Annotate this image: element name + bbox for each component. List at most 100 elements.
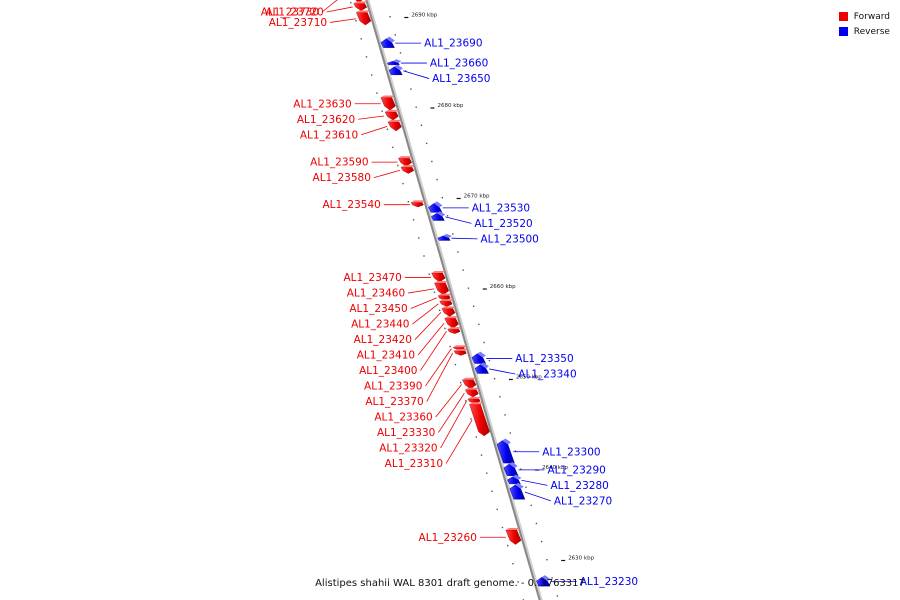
gene-shape[interactable] xyxy=(462,379,477,390)
gene-shape[interactable] xyxy=(441,308,456,317)
gene-shape[interactable] xyxy=(439,300,453,307)
gene-al1-23580[interactable] xyxy=(400,165,415,174)
gene-label[interactable]: AL1_23520 xyxy=(474,218,532,230)
gene-shape[interactable] xyxy=(353,3,368,11)
gene-label[interactable]: AL1_23320 xyxy=(379,443,437,455)
gene-al1-23260[interactable] xyxy=(505,528,522,545)
gene-label[interactable]: AL1_23460 xyxy=(347,288,405,300)
gene-al1-23630[interactable] xyxy=(380,95,396,111)
gene-al1-23320[interactable] xyxy=(467,396,482,404)
gene-label[interactable]: AL1_23610 xyxy=(300,129,358,141)
gene-al1-23520[interactable] xyxy=(431,211,446,221)
gene-al1-23340[interactable] xyxy=(474,362,489,374)
gene-shape[interactable] xyxy=(347,0,365,3)
gene-al1-23330[interactable] xyxy=(464,387,480,398)
gene-label[interactable]: AL1_23230 xyxy=(580,576,638,588)
gene-label[interactable]: AL1_23500 xyxy=(481,233,539,245)
gene-label[interactable]: AL1_23310 xyxy=(385,458,443,470)
gene-label[interactable]: AL1_23300 xyxy=(542,446,600,458)
tick-label: 2680 kbp xyxy=(437,103,463,109)
gene-al1-23280[interactable] xyxy=(507,474,522,485)
gene-shape[interactable] xyxy=(384,111,399,121)
gene-al1-23310[interactable] xyxy=(469,402,490,437)
gene-al1-23470[interactable] xyxy=(431,271,446,283)
gene-label[interactable]: AL1_23370 xyxy=(365,396,423,408)
gene-al1-23350[interactable] xyxy=(471,351,487,364)
gene-al1-23530[interactable] xyxy=(428,201,443,213)
gene-label[interactable]: AL1_23650 xyxy=(432,73,490,85)
gene-label[interactable]: AL1_23360 xyxy=(374,412,432,424)
gene-label[interactable]: AL1_23340 xyxy=(518,369,576,381)
gene-shape[interactable] xyxy=(410,202,424,208)
gene-label[interactable]: AL1_23450 xyxy=(349,303,407,315)
gene-label[interactable]: AL1_23710 xyxy=(269,17,327,29)
gene-shape[interactable] xyxy=(464,389,479,398)
gene-al1-23720[interactable] xyxy=(353,1,368,11)
gene-label[interactable]: AL1_23530 xyxy=(472,202,530,214)
gene-shape[interactable] xyxy=(400,166,415,174)
gene-al1-23300[interactable] xyxy=(496,438,515,464)
gene-al1-23410[interactable] xyxy=(444,316,459,329)
gene-al1-23230[interactable] xyxy=(536,575,551,587)
gene-shape[interactable] xyxy=(474,364,489,374)
gene-label[interactable]: AL1_23270 xyxy=(554,495,612,507)
gene-label[interactable]: AL1_23590 xyxy=(310,157,368,169)
gene-label[interactable]: AL1_23440 xyxy=(351,319,409,331)
gene-al1-23500[interactable] xyxy=(437,233,452,241)
gene-al1-23590[interactable] xyxy=(398,156,413,167)
gene-al1-23440[interactable] xyxy=(439,299,454,307)
gene-shape[interactable] xyxy=(387,121,402,132)
gene-al1-23710[interactable] xyxy=(355,10,372,26)
gene-shape[interactable] xyxy=(398,157,412,167)
gene-al1-23540[interactable] xyxy=(410,200,426,208)
gene-label[interactable]: AL1_23330 xyxy=(377,427,435,439)
gene-al1-23270[interactable] xyxy=(509,482,526,500)
gene-label[interactable]: AL1_23690 xyxy=(424,38,482,50)
gene-label[interactable]: AL1_23630 xyxy=(293,98,351,110)
gene-label[interactable]: AL1_23580 xyxy=(313,172,371,184)
gene-al1-23290[interactable] xyxy=(503,461,519,476)
gene-label[interactable]: AL1_23420 xyxy=(354,334,412,346)
gene-al1-23400[interactable] xyxy=(447,327,462,334)
gene-al1-23460[interactable] xyxy=(434,280,450,295)
gene-shape[interactable] xyxy=(496,440,515,464)
gene-label[interactable]: AL1_23410 xyxy=(357,350,415,362)
gene-shape[interactable] xyxy=(447,328,461,334)
gene-al1-23390[interactable] xyxy=(452,345,468,351)
gene-al1-23360[interactable] xyxy=(462,377,477,390)
gene-label[interactable]: AL1_23260 xyxy=(419,532,477,544)
gene-al1-23610[interactable] xyxy=(387,119,402,132)
gene-al1-23420[interactable] xyxy=(441,306,456,317)
gene-al1-23660[interactable] xyxy=(387,59,402,66)
gene-label[interactable]: AL1_23660 xyxy=(430,58,488,70)
gene-label[interactable]: AL1_23290 xyxy=(547,464,605,476)
gene-al1-23730[interactable] xyxy=(347,0,365,3)
gene-label[interactable]: AL1_23620 xyxy=(297,114,355,126)
gene-shape[interactable] xyxy=(471,353,487,364)
gene-al1-23690[interactable] xyxy=(380,36,395,48)
gene-al1-23650[interactable] xyxy=(388,64,403,76)
gene-al1-23620[interactable] xyxy=(384,109,400,121)
gene-shape[interactable] xyxy=(453,350,467,356)
gene-shape[interactable] xyxy=(434,282,450,295)
gene-label[interactable]: AL1_23470 xyxy=(344,272,402,284)
gene-label[interactable]: AL1_23390 xyxy=(364,381,422,393)
gene-label[interactable]: AL1_23400 xyxy=(359,365,417,377)
gene-label[interactable]: AL1_23730 xyxy=(261,7,319,19)
gene-shape[interactable] xyxy=(355,12,372,26)
gene-shape[interactable] xyxy=(437,235,451,241)
gene-shape[interactable] xyxy=(509,484,526,500)
gene-shape[interactable] xyxy=(431,272,446,283)
gene-label[interactable]: AL1_23720 xyxy=(265,7,323,19)
gene-label[interactable]: AL1_23540 xyxy=(322,199,380,211)
gene-shape[interactable] xyxy=(444,318,459,329)
label-leader xyxy=(330,18,357,23)
gene-shape[interactable] xyxy=(505,529,522,545)
gene-shape[interactable] xyxy=(503,463,519,476)
gene-shape-top xyxy=(398,156,413,159)
gene-label[interactable]: AL1_23350 xyxy=(515,353,573,365)
gene-label[interactable]: AL1_23280 xyxy=(550,480,608,492)
gene-al1-23370[interactable] xyxy=(453,348,469,356)
gene-shape[interactable] xyxy=(380,97,396,111)
gene-shape-top xyxy=(462,377,477,380)
